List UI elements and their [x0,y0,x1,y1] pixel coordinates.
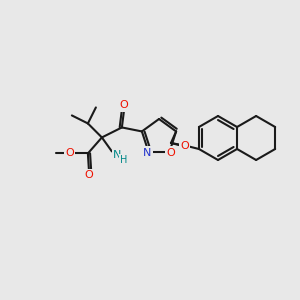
Text: O: O [181,141,189,151]
Text: O: O [65,148,74,158]
Text: O: O [119,100,128,110]
Text: O: O [166,148,175,158]
Text: N: N [143,148,152,158]
Text: O: O [85,170,93,180]
Text: H: H [120,155,128,165]
Text: N: N [113,150,121,161]
